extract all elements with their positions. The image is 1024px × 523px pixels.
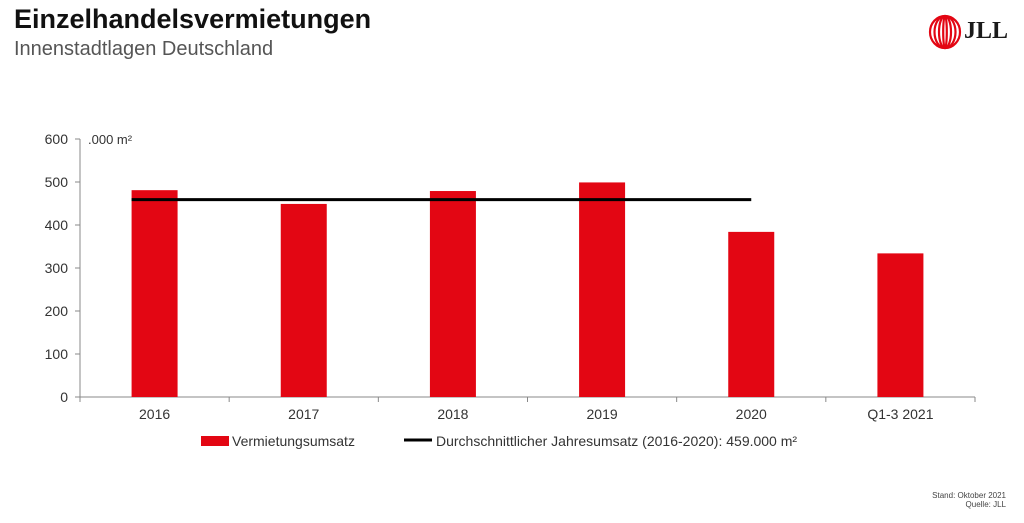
legend-swatch-bars xyxy=(201,436,229,446)
y-axis: 0 100 200 300 400 500 600 xyxy=(45,131,81,405)
footer-stand: Stand: Oktober 2021 xyxy=(932,491,1006,500)
x-tick-label: 2016 xyxy=(139,406,170,422)
footer-source: Quelle: JLL xyxy=(965,500,1006,509)
x-tick-label: 2020 xyxy=(736,406,767,422)
footer-note: Stand: Oktober 2021 Quelle: JLL xyxy=(932,491,1006,509)
y-tick-label: 100 xyxy=(45,346,69,362)
logo-text: JLL xyxy=(964,18,1009,44)
bar xyxy=(429,191,476,397)
legend-label-bars: Vermietungsumsatz xyxy=(232,433,355,449)
jll-logo: JLL xyxy=(928,14,1012,50)
y-tick-label: 0 xyxy=(60,389,68,405)
bar xyxy=(579,182,626,397)
legend-label-line: Durchschnittlicher Jahresumsatz (2016-20… xyxy=(436,433,797,449)
bar xyxy=(877,253,924,397)
bar xyxy=(280,203,327,397)
y-tick-label: 500 xyxy=(45,174,69,190)
x-tick-label: 2018 xyxy=(437,406,468,422)
y-tick-label: 600 xyxy=(45,131,69,147)
unit-label: .000 m² xyxy=(88,132,133,147)
x-axis: 2016 2017 2018 2019 2020 Q1-3 2021 xyxy=(79,396,976,422)
legend: Vermietungsumsatz Durchschnittlicher Jah… xyxy=(201,433,797,449)
y-tick-label: 200 xyxy=(45,303,69,319)
bar xyxy=(728,231,775,397)
bars xyxy=(131,182,924,397)
page-title: Einzelhandelsvermietungen xyxy=(14,4,372,34)
y-tick-label: 400 xyxy=(45,217,69,233)
y-tick-label: 300 xyxy=(45,260,69,276)
page-subtitle: Innenstadtlagen Deutschland xyxy=(14,38,274,60)
jll-logo-icon xyxy=(928,14,962,50)
bar xyxy=(131,190,178,397)
x-tick-label: 2017 xyxy=(288,406,319,422)
x-tick-label: 2019 xyxy=(587,406,618,422)
x-tick-label: Q1-3 2021 xyxy=(867,406,933,422)
